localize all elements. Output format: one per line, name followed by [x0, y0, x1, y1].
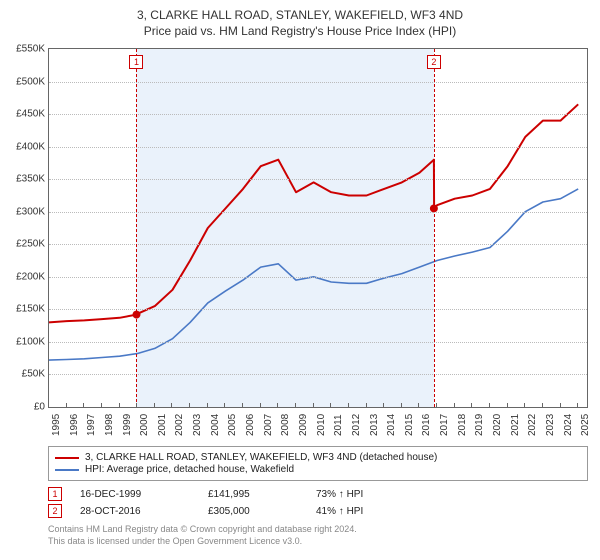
footer-line: This data is licensed under the Open Gov…	[48, 536, 588, 548]
sale-row: 1 16-DEC-1999 £141,995 73% ↑ HPI	[48, 487, 588, 501]
chart-subtitle: Price paid vs. HM Land Registry's House …	[10, 24, 590, 38]
sale-marker-icon: 2	[48, 504, 62, 518]
chart-container: 3, CLARKE HALL ROAD, STANLEY, WAKEFIELD,…	[0, 0, 600, 560]
chart-svg	[49, 49, 587, 407]
title-block: 3, CLARKE HALL ROAD, STANLEY, WAKEFIELD,…	[0, 0, 600, 42]
sale-price: £141,995	[208, 489, 298, 500]
x-axis-labels: 1995199619971998199920002001200220032004…	[48, 408, 588, 442]
footer: Contains HM Land Registry data © Crown c…	[48, 524, 588, 547]
chart-plot-area: £0£50K£100K£150K£200K£250K£300K£350K£400…	[48, 48, 588, 408]
sales-table: 1 16-DEC-1999 £141,995 73% ↑ HPI 2 28-OC…	[48, 487, 588, 518]
legend-label: 3, CLARKE HALL ROAD, STANLEY, WAKEFIELD,…	[85, 452, 437, 463]
legend-item: 3, CLARKE HALL ROAD, STANLEY, WAKEFIELD,…	[55, 452, 581, 463]
legend: 3, CLARKE HALL ROAD, STANLEY, WAKEFIELD,…	[48, 446, 588, 481]
chart-marker-icon: 2	[427, 55, 441, 69]
sale-date: 16-DEC-1999	[80, 489, 190, 500]
footer-line: Contains HM Land Registry data © Crown c…	[48, 524, 588, 536]
sale-date: 28-OCT-2016	[80, 506, 190, 517]
legend-swatch	[55, 457, 79, 459]
sale-price: £305,000	[208, 506, 298, 517]
legend-swatch	[55, 469, 79, 471]
legend-item: HPI: Average price, detached house, Wake…	[55, 464, 581, 475]
sale-marker-icon: 1	[48, 487, 62, 501]
sale-pct: 41% ↑ HPI	[316, 506, 406, 517]
legend-label: HPI: Average price, detached house, Wake…	[85, 464, 294, 475]
sale-pct: 73% ↑ HPI	[316, 489, 406, 500]
chart-title: 3, CLARKE HALL ROAD, STANLEY, WAKEFIELD,…	[10, 8, 590, 22]
chart-marker-icon: 1	[129, 55, 143, 69]
sale-row: 2 28-OCT-2016 £305,000 41% ↑ HPI	[48, 504, 588, 518]
